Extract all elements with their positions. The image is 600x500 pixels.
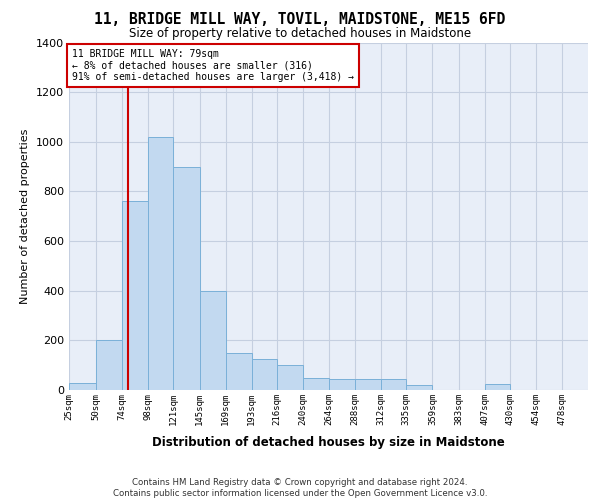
Bar [96, 340, 122, 390]
Bar [69, 382, 96, 390]
Bar [122, 202, 148, 390]
Text: 11, BRIDGE MILL WAY, TOVIL, MAIDSTONE, ME15 6FD: 11, BRIDGE MILL WAY, TOVIL, MAIDSTONE, M… [94, 12, 506, 28]
Text: Distribution of detached houses by size in Maidstone: Distribution of detached houses by size … [152, 436, 505, 449]
Bar [226, 353, 252, 390]
Bar [148, 137, 173, 390]
Text: Contains HM Land Registry data © Crown copyright and database right 2024.
Contai: Contains HM Land Registry data © Crown c… [113, 478, 487, 498]
Bar [381, 379, 406, 390]
Text: Size of property relative to detached houses in Maidstone: Size of property relative to detached ho… [129, 28, 471, 40]
Bar [355, 379, 381, 390]
Bar [406, 385, 433, 390]
Bar [329, 379, 355, 390]
Bar [277, 365, 303, 390]
Y-axis label: Number of detached properties: Number of detached properties [20, 128, 31, 304]
Text: 11 BRIDGE MILL WAY: 79sqm
← 8% of detached houses are smaller (316)
91% of semi-: 11 BRIDGE MILL WAY: 79sqm ← 8% of detach… [72, 48, 354, 82]
Bar [252, 359, 277, 390]
Bar [173, 166, 200, 390]
Bar [303, 378, 329, 390]
Bar [200, 290, 226, 390]
Bar [485, 384, 509, 390]
